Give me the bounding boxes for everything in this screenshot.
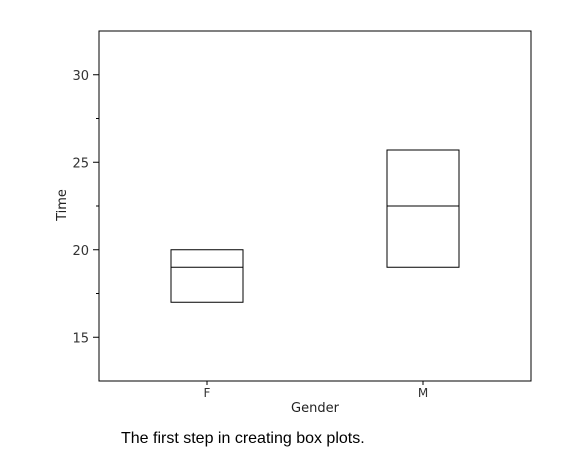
y-tick-label: 15 bbox=[72, 331, 89, 346]
y-tick-label: 20 bbox=[72, 244, 89, 259]
y-axis-label: Time bbox=[55, 189, 70, 222]
y-tick-label: 30 bbox=[72, 69, 89, 84]
x-tick-label: F bbox=[204, 386, 211, 400]
box-M bbox=[386, 149, 460, 268]
y-axis: 15 20 25 30 bbox=[72, 69, 99, 346]
x-axis-label: Gender bbox=[291, 401, 340, 416]
y-tick-label: 25 bbox=[72, 156, 89, 171]
figure-caption: The first step in creating box plots. bbox=[121, 430, 365, 447]
box-F bbox=[170, 249, 244, 303]
boxes bbox=[170, 149, 460, 303]
x-tick-label: M bbox=[418, 386, 428, 400]
plot-frame bbox=[98, 30, 532, 382]
